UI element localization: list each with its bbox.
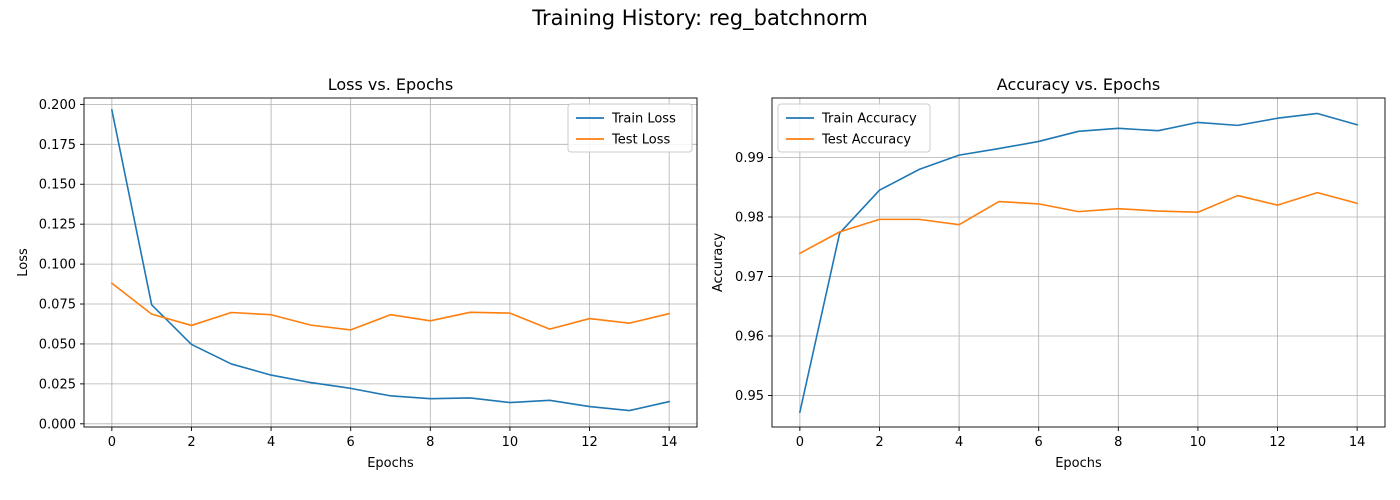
loss-x-tick-label: 14 [661,435,678,450]
accuracy-series-line-test-accuracy [798,191,1359,255]
loss-y-tick-label: 0.200 [39,98,76,113]
loss-chart-title: Loss vs. Epochs [328,75,453,94]
accuracy-x-tick-label: 12 [1269,435,1286,450]
loss-y-tick-label: 0.125 [39,218,76,233]
loss-y-tick-label: 0.025 [39,377,76,392]
accuracy-y-axis-label: Accuracy [711,233,726,293]
accuracy-x-tick-label: 8 [1114,435,1122,450]
loss-x-tick-label: 4 [267,435,275,450]
accuracy-plot-frame [771,97,1386,428]
accuracy-legend: Train Accuracy Test Accuracy [777,103,931,153]
accuracy-legend-box [777,103,931,153]
loss-legend-label: Train Loss [611,112,676,127]
accuracy-x-tick-label: 4 [955,435,963,450]
figure-title: Training History: reg_batchnorm [532,6,868,30]
loss-x-tick-label: 12 [581,435,598,450]
loss-legend-box [567,103,693,153]
loss-legend: Train Loss Test Loss [567,103,693,153]
accuracy-x-tick-label: 14 [1349,435,1366,450]
loss-x-tick-label: 2 [187,435,195,450]
loss-x-axis-label: Epochs [367,456,414,471]
accuracy-series-line-train-accuracy [798,112,1359,414]
accuracy-x-tick-label: 0 [796,435,804,450]
loss-series-line-train-loss [110,109,671,412]
accuracy-legend-label: Test Accuracy [821,133,911,148]
loss-y-tick-label: 0.000 [39,417,76,432]
accuracy-y-tick-label: 0.97 [735,270,764,285]
accuracy-y-tick-label: 0.95 [735,389,764,404]
loss-plot-frame [83,97,698,428]
accuracy-y-tick-label: 0.99 [735,151,764,166]
accuracy-x-tick-label: 6 [1035,435,1043,450]
loss-series-line-test-loss [110,282,671,331]
loss-y-tick-label: 0.100 [39,258,76,273]
loss-x-tick-label: 0 [108,435,116,450]
accuracy-y-tick-label: 0.96 [735,329,764,344]
accuracy-legend-label: Train Accuracy [821,112,917,127]
accuracy-y-tick-label: 0.98 [735,210,764,225]
accuracy-chart-panel: 0 2 4 6 8 10 12 14 0.95 0.96 0.97 0.98 0.99 Accuracy … [711,75,1386,471]
accuracy-x-tick-label: 2 [875,435,883,450]
loss-x-tick-label: 10 [502,435,519,450]
accuracy-x-axis-label: Epochs [1055,456,1102,471]
accuracy-chart-title: Accuracy vs. Epochs [997,75,1160,94]
loss-legend-label: Test Loss [611,133,670,148]
loss-x-tick-label: 8 [426,435,434,450]
loss-chart-panel: 0 2 4 6 8 10 12 14 0.000 0.025 0.050 0.075 0.100 0.12… [16,75,698,471]
loss-x-tick-label: 6 [347,435,355,450]
loss-y-tick-label: 0.150 [39,178,76,193]
accuracy-x-tick-label: 10 [1190,435,1207,450]
loss-y-tick-label: 0.075 [39,298,76,313]
loss-y-tick-label: 0.050 [39,337,76,352]
loss-y-tick-label: 0.175 [39,138,76,153]
loss-y-axis-label: Loss [16,248,31,277]
